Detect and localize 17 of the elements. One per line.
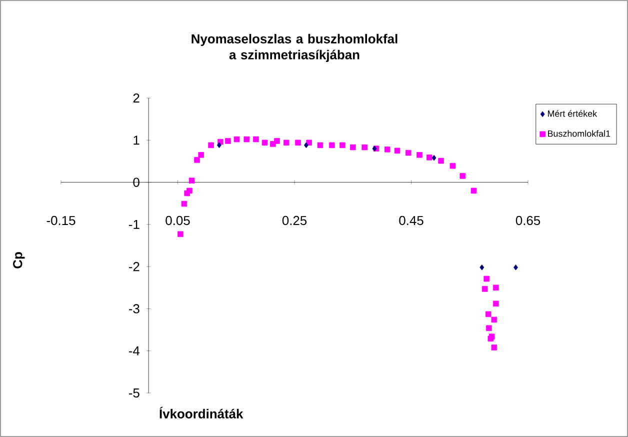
y-tick-label: -3 (128, 304, 140, 314)
x-tick-label: 0.25 (282, 216, 307, 226)
y-tick-label: 2 (133, 93, 140, 103)
x-tick-label: 0.65 (516, 216, 540, 226)
x-tick-label: 0.45 (399, 216, 424, 226)
x-tick-label: 0.05 (166, 216, 190, 226)
y-tick-label: -1 (128, 220, 140, 229)
chart-title: Nyomaseloszlas a buszhomlokfal a szimmetriasíkjában (192, 34, 398, 62)
legend-label: Mért értékek (548, 110, 598, 117)
x-axis-title: Ívkoordináták (160, 406, 244, 418)
y-tick-label: -4 (128, 346, 140, 356)
y-tick-label: 1 (134, 136, 140, 145)
y-tick-label: -5 (128, 388, 140, 398)
x-tick-label: -0.15 (46, 216, 76, 226)
y-tick-label: -2 (128, 262, 140, 272)
y-axis-title: Cp (13, 252, 25, 268)
legend-label: Buszhomlokfal1 (548, 130, 610, 137)
